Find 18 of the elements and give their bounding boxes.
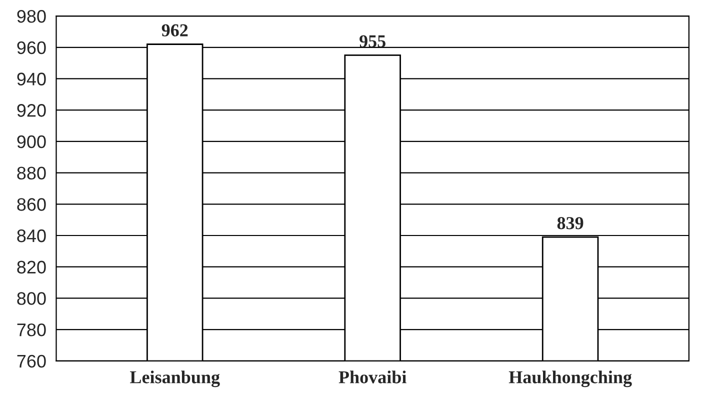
data-label: 839 — [557, 217, 584, 230]
y-tick-label: 780 — [17, 323, 46, 336]
y-tick-label: 980 — [17, 10, 46, 23]
y-tick-label: 860 — [17, 198, 46, 211]
x-tick-label: Leisanbung — [130, 370, 220, 388]
data-label: 955 — [360, 35, 386, 48]
y-tick-label: 820 — [17, 260, 46, 274]
y-tick-label: 840 — [17, 229, 46, 242]
y-tick-label: 800 — [17, 292, 46, 305]
y-tick-label: 880 — [17, 166, 46, 180]
y-tick-label: 920 — [17, 104, 46, 117]
y-tick-label: 960 — [17, 41, 46, 54]
y-tick-label: 900 — [17, 135, 46, 148]
y-tick-label: 760 — [17, 354, 46, 368]
x-tick-label: Haukhongching — [508, 370, 632, 388]
x-tick-label: Phovaibi — [338, 370, 406, 384]
data-label: 962 — [162, 24, 188, 36]
y-tick-label: 940 — [17, 72, 46, 86]
